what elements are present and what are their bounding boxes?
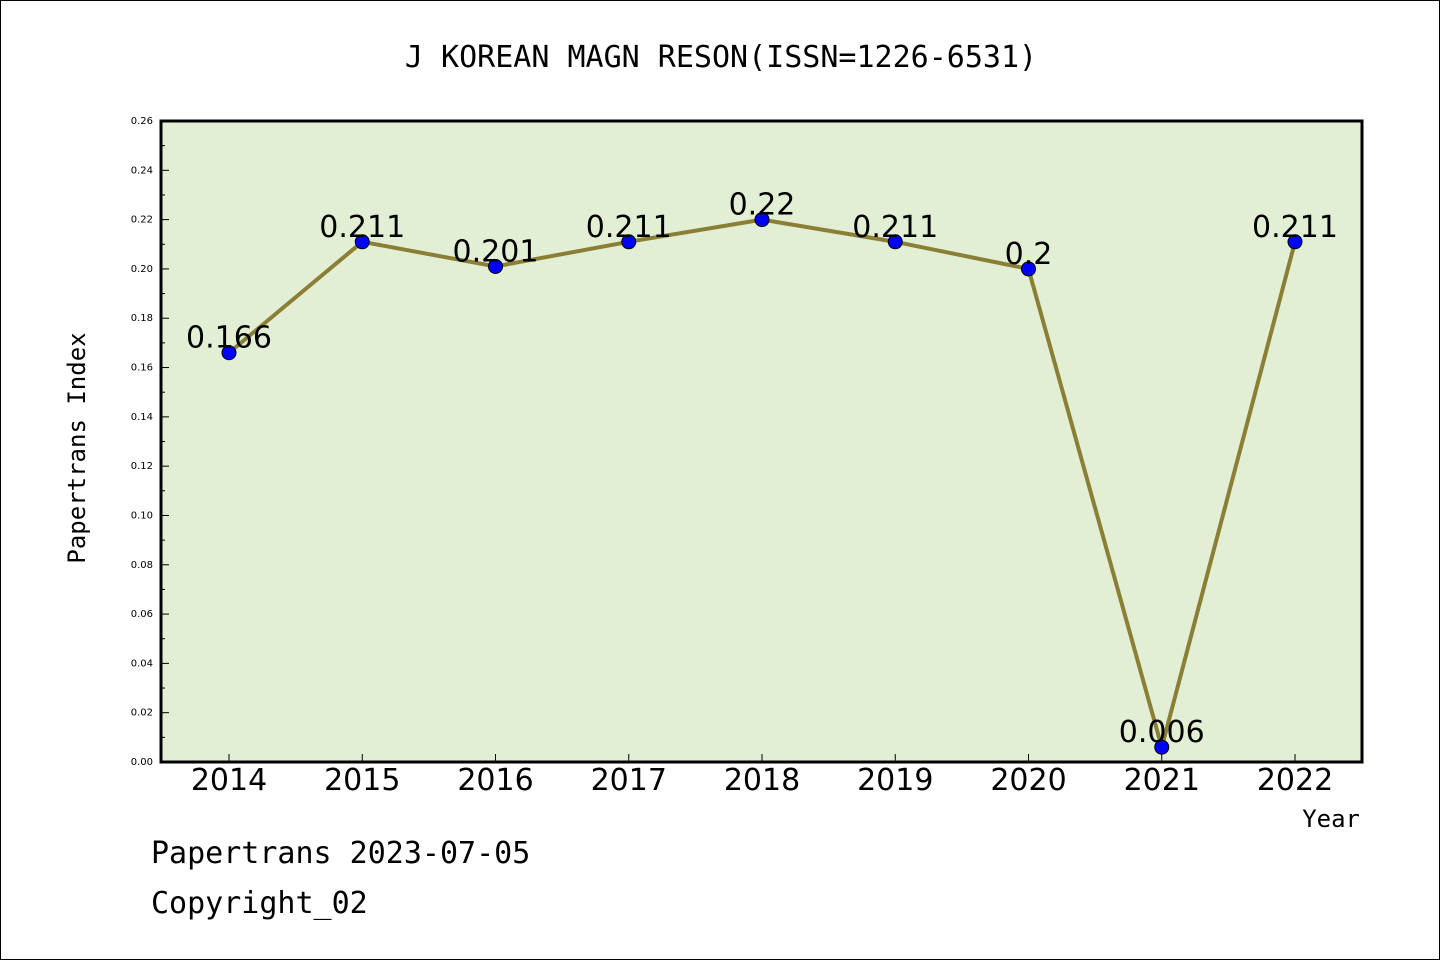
series-line-group xyxy=(221,212,1303,755)
x-tick-label: 2021 xyxy=(1124,763,1200,798)
footer-date: Papertrans 2023-07-05 xyxy=(151,836,531,871)
y-axis-label: Papertrans Index xyxy=(63,332,91,563)
chart-title: J KOREAN MAGN RESON(ISSN=1226-6531) xyxy=(405,40,1037,75)
y-tick-label: 0.26 xyxy=(131,116,153,127)
y-axis: 0.00 0.02 0.04 0.06 0.08 0.10 0.12 0.14 0.16 0.18… xyxy=(131,116,169,768)
y-tick-label: 0.20 xyxy=(131,264,153,275)
data-point xyxy=(488,258,503,274)
y-tick-label: 0.14 xyxy=(131,412,153,423)
y-tick-label: 0.02 xyxy=(131,708,153,719)
data-label: 0.22 xyxy=(729,188,796,223)
y-tick-label: 0.10 xyxy=(131,510,153,521)
plot-area xyxy=(159,119,1364,764)
y-tick-label: 0.08 xyxy=(131,560,153,571)
data-label: 0.211 xyxy=(852,210,938,245)
x-tick-label: 2016 xyxy=(457,763,533,798)
y-tick-label: 0.16 xyxy=(131,363,153,374)
footer-copyright: Copyright_02 xyxy=(151,886,368,921)
x-axis: 2014 2015 2016 2017 2018 2019 2020 2021 2022 xyxy=(191,754,1333,798)
y-tick-label: 0.12 xyxy=(131,461,153,472)
x-tick-label: 2014 xyxy=(191,763,267,798)
x-tick-label: 2020 xyxy=(990,763,1066,798)
x-axis-label: Year xyxy=(1302,805,1360,833)
data-point xyxy=(1287,234,1303,250)
data-point xyxy=(754,212,770,228)
y-tick-label: 0.24 xyxy=(131,165,153,176)
data-label: 0.166 xyxy=(186,321,272,356)
x-tick-label: 2015 xyxy=(324,763,400,798)
data-label: 0.201 xyxy=(453,234,539,269)
y-tick-label: 0.18 xyxy=(131,313,153,324)
data-label: 0.006 xyxy=(1119,715,1205,750)
x-tick-label: 2019 xyxy=(857,763,933,798)
data-label-group: 0.166 0.211 0.201 0.211 0.22 0.211 0.2 0.006 0.2… xyxy=(186,188,1338,751)
x-tick-label: 2017 xyxy=(591,763,667,798)
data-point xyxy=(621,234,637,250)
data-label: 0.211 xyxy=(586,210,672,245)
y-tick-label: 0.04 xyxy=(131,658,153,669)
data-label: 0.2 xyxy=(1005,237,1053,272)
x-tick-label: 2018 xyxy=(724,763,800,798)
data-point xyxy=(1021,261,1036,277)
data-point xyxy=(354,234,370,250)
data-point xyxy=(1154,739,1170,755)
data-point xyxy=(887,234,903,250)
y-tick-label: 0.22 xyxy=(131,215,153,226)
x-tick-label: 2022 xyxy=(1257,763,1333,798)
y-tick-label: 0.06 xyxy=(131,609,153,620)
data-label: 0.211 xyxy=(319,210,405,245)
y-tick-label: 0.00 xyxy=(131,757,153,768)
data-label: 0.211 xyxy=(1252,210,1338,245)
data-point xyxy=(221,345,237,361)
